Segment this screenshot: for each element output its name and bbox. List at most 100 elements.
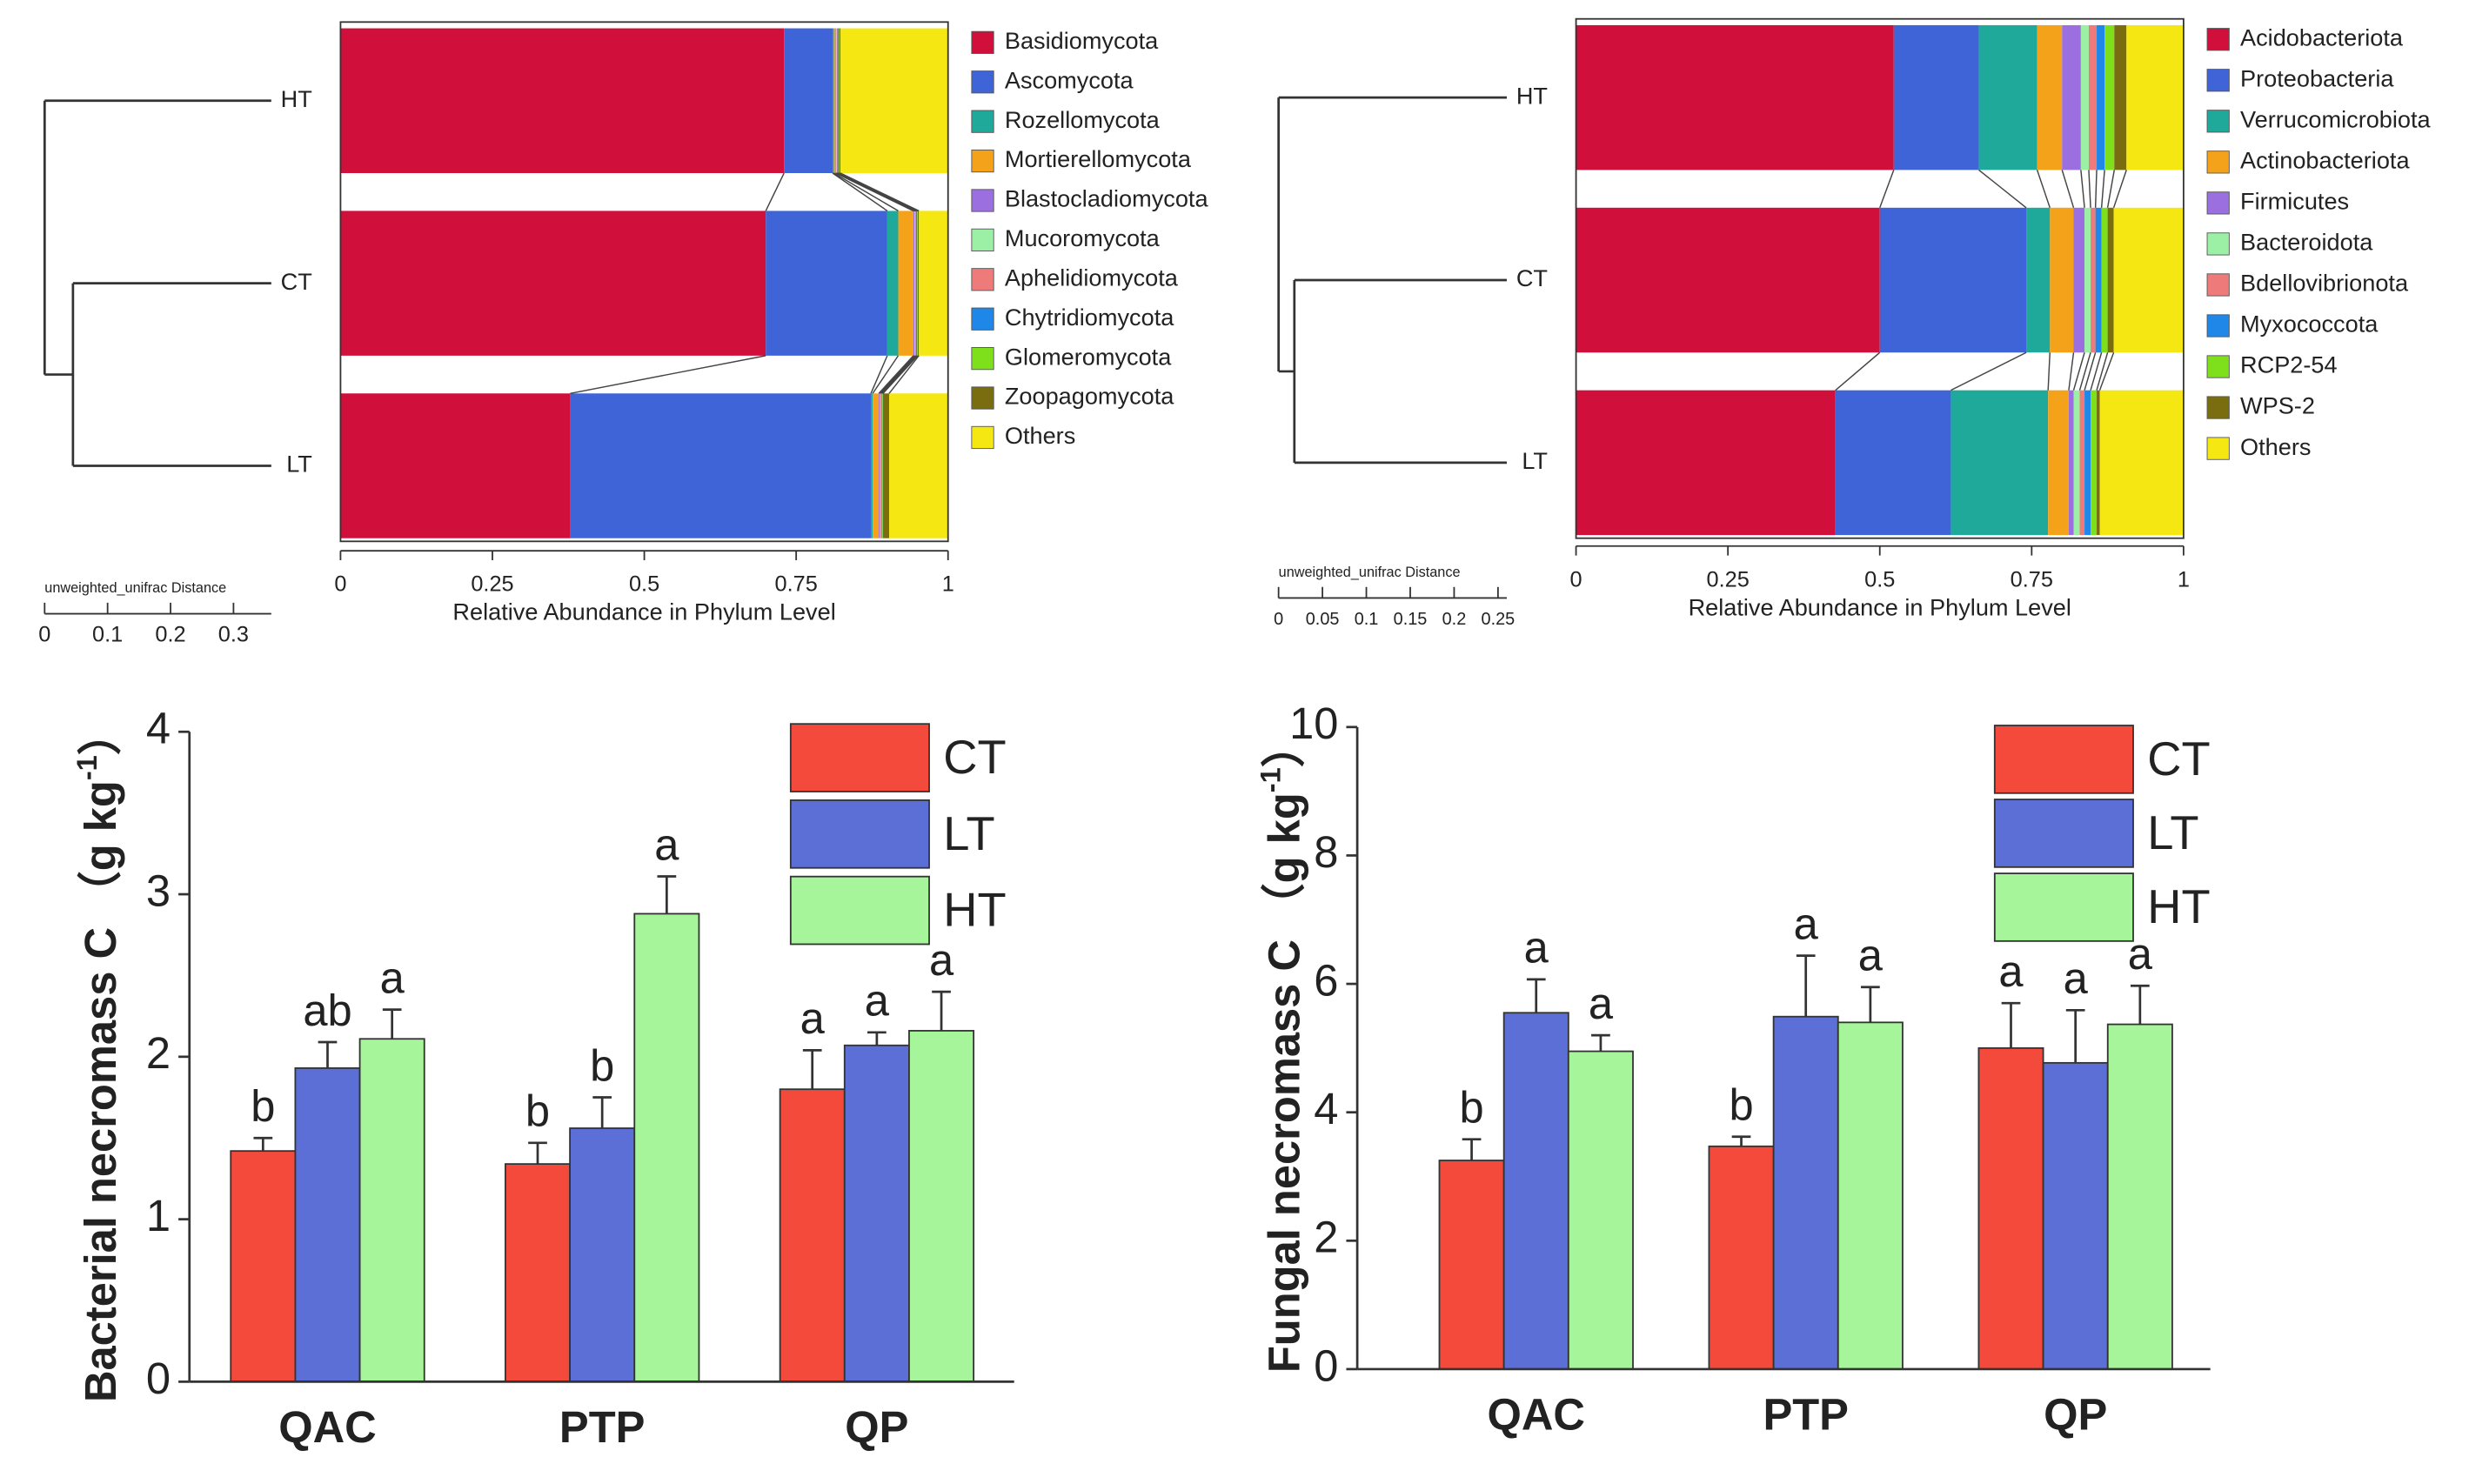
legend-label: LT bbox=[943, 807, 994, 860]
plot-frame bbox=[339, 21, 949, 543]
legend-swatch bbox=[2206, 69, 2230, 92]
legend-label: Firmicutes bbox=[2240, 188, 2349, 215]
x-tick-label: 0.5 bbox=[1864, 567, 1895, 592]
dendrogram-tick-label: 0.15 bbox=[1394, 610, 1428, 629]
flow-link bbox=[2112, 170, 2127, 209]
bar bbox=[2106, 1023, 2173, 1370]
y-axis-title-end: ） bbox=[1260, 724, 1309, 768]
stacked-segment bbox=[340, 211, 766, 356]
stacked-segment bbox=[914, 211, 916, 356]
error-bar bbox=[528, 1141, 547, 1165]
category-label: CT bbox=[1516, 264, 1548, 291]
error-bar bbox=[932, 990, 951, 1031]
flow-link bbox=[832, 172, 888, 212]
significance-letter: b bbox=[590, 1040, 614, 1090]
bar bbox=[1772, 1015, 1839, 1370]
legend-label: Actinobacteriota bbox=[2240, 147, 2410, 174]
stacked-segment bbox=[880, 393, 881, 538]
significance-letter: a bbox=[865, 976, 890, 1026]
dendrogram-axis-title: unweighted_unifrac Distance bbox=[44, 580, 226, 596]
stacked-segment bbox=[1576, 390, 1836, 536]
dendrogram-tick-label: 0 bbox=[1274, 610, 1283, 629]
bar bbox=[843, 1044, 910, 1383]
bar bbox=[1977, 1046, 2044, 1370]
stacked-segment bbox=[919, 211, 948, 356]
legend-swatch bbox=[971, 70, 994, 94]
legend-swatch bbox=[789, 875, 930, 946]
stacked-segment bbox=[839, 28, 840, 174]
stacked-segment bbox=[2126, 24, 2184, 170]
flow-link bbox=[2098, 351, 2115, 391]
legend-label: Zoopagomycota bbox=[1005, 383, 1174, 410]
legend-swatch bbox=[971, 347, 994, 371]
x-tick-label: 0.25 bbox=[471, 572, 513, 597]
stacked-segment bbox=[898, 211, 913, 356]
flow-link bbox=[882, 355, 919, 394]
flow-link bbox=[2090, 352, 2103, 391]
stacked-segment bbox=[2113, 207, 2184, 353]
category-label: LT bbox=[286, 451, 312, 478]
stacked-segment bbox=[2062, 24, 2081, 170]
stacked-segment bbox=[2088, 24, 2098, 170]
x-tick-label: 1 bbox=[2178, 567, 2190, 592]
bar bbox=[358, 1038, 425, 1383]
flow-link bbox=[888, 355, 920, 394]
bar bbox=[1438, 1160, 1505, 1370]
bar bbox=[1708, 1145, 1775, 1370]
stacked-segment bbox=[913, 211, 915, 356]
dendrogram-tick-label: 0.2 bbox=[155, 623, 185, 647]
legend-swatch bbox=[789, 799, 930, 869]
bar bbox=[779, 1088, 846, 1383]
y-tick-label: 0 bbox=[1314, 1340, 1338, 1390]
x-tick-label: PTP bbox=[559, 1402, 646, 1452]
legend-label: Aphelidiomycota bbox=[1005, 264, 1179, 291]
legend-swatch bbox=[971, 189, 994, 212]
flow-link bbox=[2061, 170, 2075, 209]
legend-label: Others bbox=[2240, 433, 2311, 460]
y-axis-title: Fungal necromass C （g kg-1） bbox=[1255, 724, 1309, 1374]
bar bbox=[1837, 1021, 1904, 1370]
stacked-segment bbox=[2068, 390, 2074, 536]
stacked-segment bbox=[873, 393, 880, 538]
legend-label: Acidobacteriota bbox=[2240, 23, 2404, 50]
y-tick-label: 3 bbox=[146, 866, 171, 915]
stacked-segment bbox=[1978, 24, 2037, 170]
stacked-segment bbox=[889, 393, 948, 538]
x-tick-label: 0 bbox=[1570, 567, 1582, 592]
bar bbox=[2042, 1061, 2109, 1370]
legend-label: Bdellovibrionota bbox=[2240, 270, 2409, 297]
flow-link bbox=[2072, 352, 2085, 391]
error-bar bbox=[657, 875, 677, 914]
flow-link bbox=[1879, 170, 1895, 209]
stacked-segment bbox=[836, 28, 837, 174]
legend-swatch bbox=[2206, 191, 2230, 215]
error-bar bbox=[2130, 984, 2150, 1025]
x-tick-label: 0.25 bbox=[1707, 567, 1750, 592]
significance-letter: a bbox=[1858, 931, 1884, 980]
stacked-segment bbox=[835, 28, 837, 174]
legend-label: Blastocladiomycota bbox=[1005, 185, 1209, 212]
stacked-segment bbox=[2104, 24, 2115, 170]
stacked-segment bbox=[2101, 207, 2108, 353]
legend-swatch bbox=[2206, 396, 2230, 419]
x-axis-title: Relative Abundance in Phylum Level bbox=[452, 598, 835, 625]
x-tick-label: QAC bbox=[1487, 1389, 1585, 1439]
x-tick-label: 0 bbox=[334, 572, 346, 597]
y-tick-label: 8 bbox=[1314, 827, 1338, 877]
y-axis-title-main: Bacterial necromass C （g kg bbox=[76, 780, 125, 1402]
legend-label: Bacteroidota bbox=[2240, 229, 2373, 256]
stacked-segment bbox=[1879, 207, 2027, 353]
legend-swatch bbox=[2206, 314, 2230, 338]
category-label: CT bbox=[281, 268, 312, 295]
error-bar bbox=[592, 1096, 612, 1129]
stacked-segment bbox=[837, 28, 840, 174]
dendrogram-tick-label: 0.1 bbox=[1355, 610, 1379, 629]
x-tick-label: PTP bbox=[1763, 1389, 1849, 1439]
legend-swatch bbox=[2206, 355, 2230, 378]
legend-label: RCP2-54 bbox=[2240, 351, 2338, 378]
dendrogram-tick-label: 0.3 bbox=[218, 623, 249, 647]
error-bar bbox=[2065, 1008, 2085, 1063]
stacked-segment bbox=[340, 393, 571, 538]
error-bar bbox=[382, 1008, 402, 1039]
